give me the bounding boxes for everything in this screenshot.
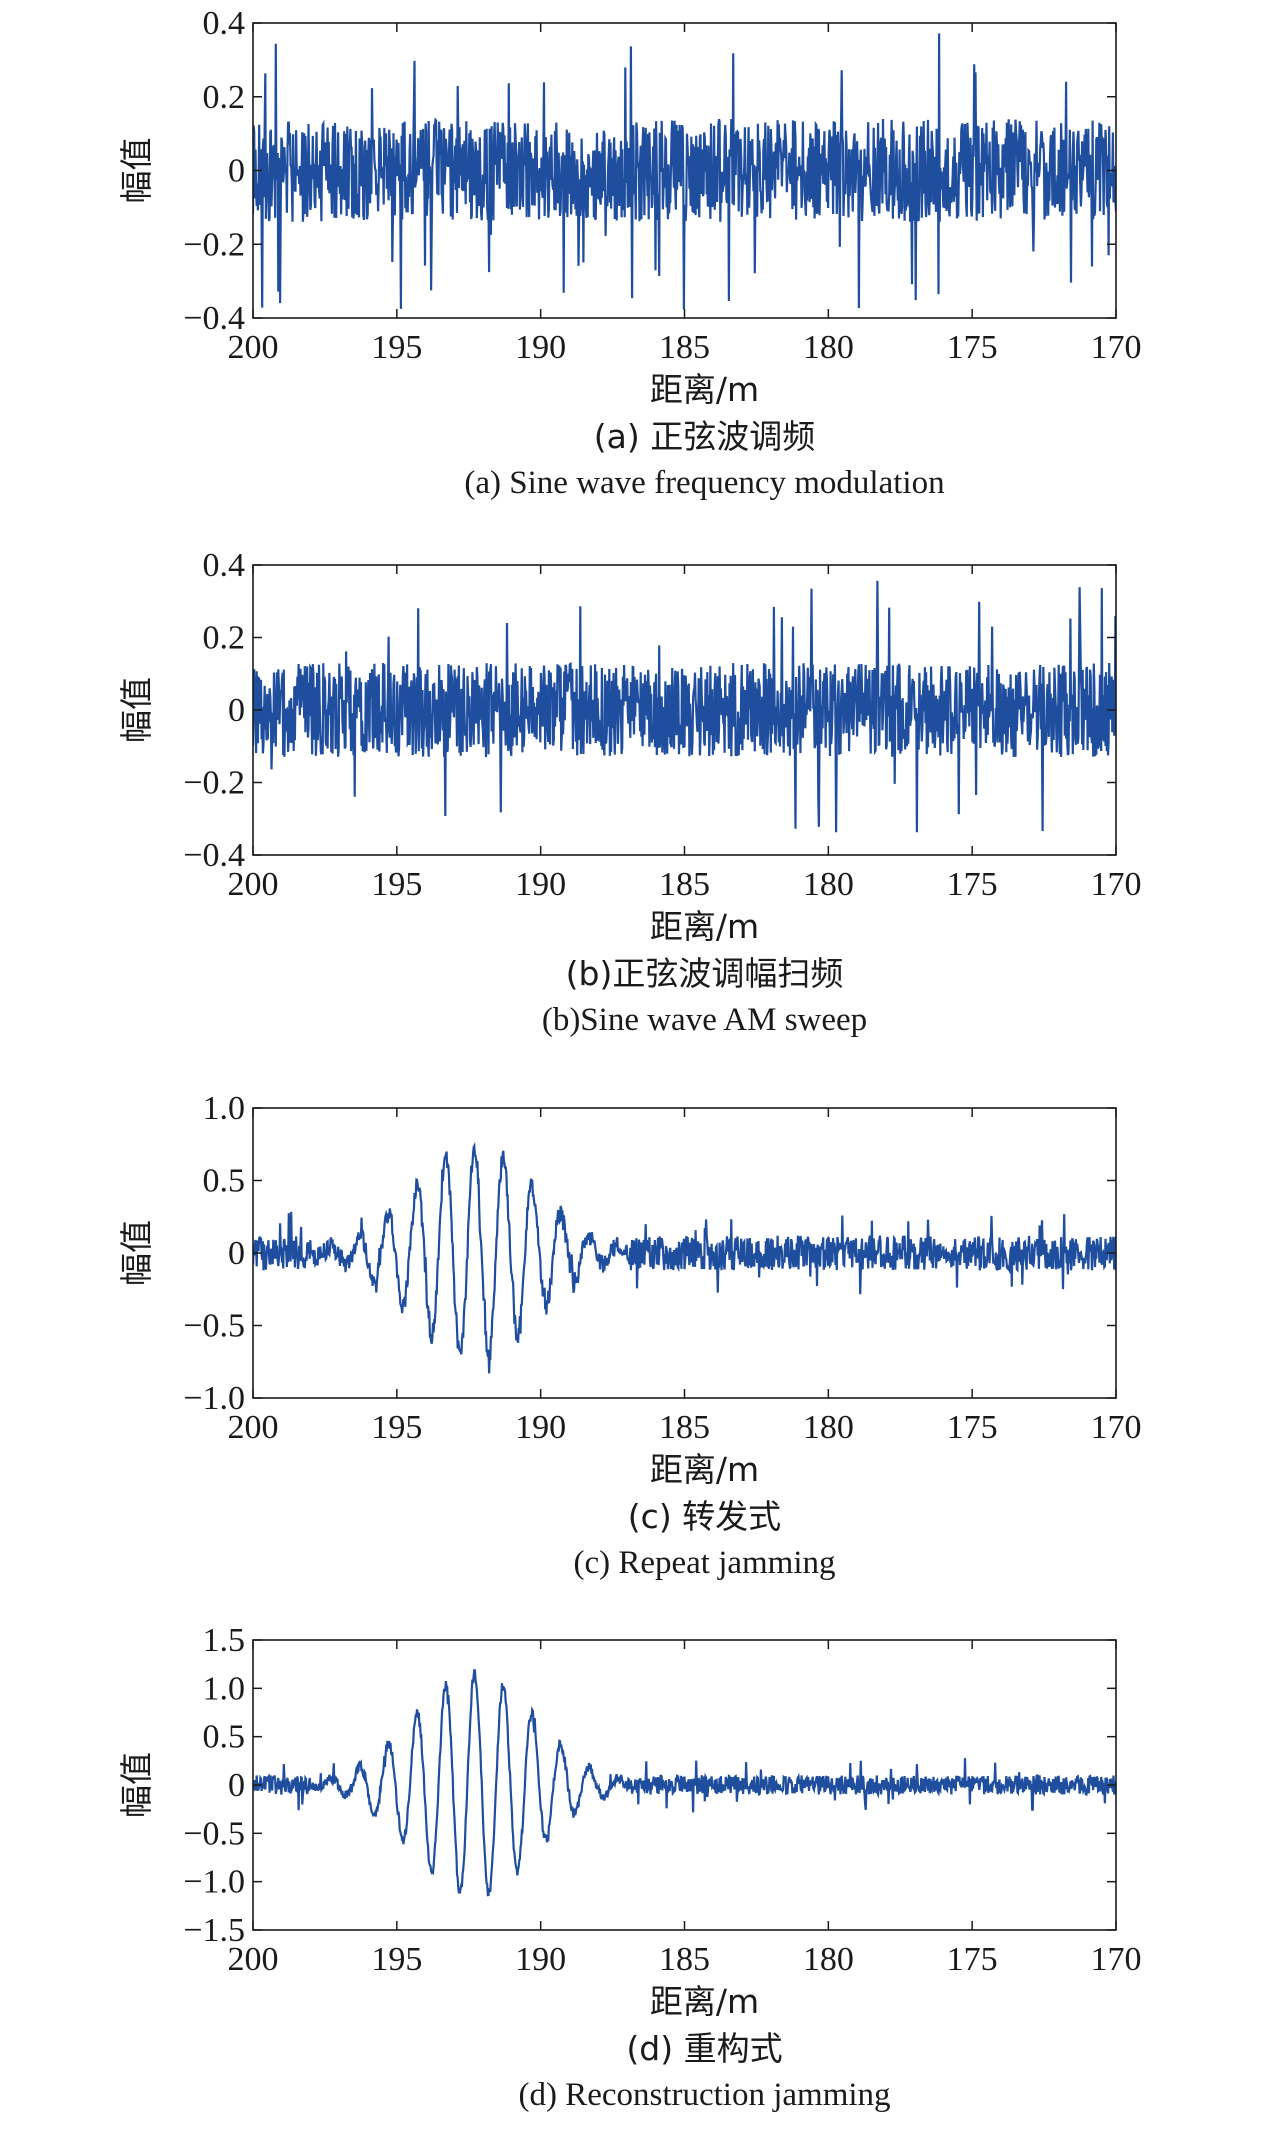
x-tick-label: 195 <box>371 866 422 903</box>
y-tick-label: 0 <box>228 692 245 729</box>
x-tick-label: 190 <box>515 1409 566 1446</box>
x-tick-label: 190 <box>515 866 566 903</box>
x-tick-label: 200 <box>228 329 279 366</box>
caption-en: (a) Sine wave frequency modulation <box>464 465 944 501</box>
y-tick-label: 0 <box>228 153 245 190</box>
x-tick-label: 190 <box>515 1941 566 1978</box>
signal-series <box>253 33 1116 310</box>
y-tick-label: −0.4 <box>183 837 245 874</box>
x-tick-label: 190 <box>515 329 566 366</box>
x-tick-label: 170 <box>1091 866 1142 903</box>
x-tick-label: 185 <box>659 1409 710 1446</box>
y-tick-label: −0.2 <box>183 226 245 263</box>
x-tick-label: 180 <box>803 866 854 903</box>
caption-en: (b)Sine wave AM sweep <box>542 1002 867 1038</box>
signal-series <box>253 1141 1116 1374</box>
x-tick-label: 195 <box>371 1941 422 1978</box>
y-tick-label: 1.0 <box>203 1670 246 1707</box>
panel-a: 200 195 190 185 180 175 170 0.4 0.2 0 −0.2 −0.4 幅值距离… <box>117 5 1142 501</box>
y-tick-label: −0.5 <box>183 1815 245 1852</box>
caption-en: (c) Repeat jamming <box>573 1545 835 1581</box>
x-tick-label: 180 <box>803 1409 854 1446</box>
y-tick-label: −0.2 <box>183 765 245 802</box>
y-tick-label: 0.2 <box>203 620 246 657</box>
y-axis-label: 幅值 <box>117 1752 156 1818</box>
x-tick-label: 175 <box>947 329 998 366</box>
x-tick-label: 175 <box>947 1409 998 1446</box>
caption-cn: (d) 重构式 <box>626 2029 782 2068</box>
y-tick-label: 1.0 <box>203 1090 246 1127</box>
x-axis-label: 距离/m <box>650 370 759 409</box>
y-tick-label: 0.5 <box>203 1163 246 1200</box>
y-tick-label: 0.5 <box>203 1719 246 1756</box>
x-tick-label: 180 <box>803 329 854 366</box>
x-tick-label: 185 <box>659 329 710 366</box>
panel-d: 200 195 190 185 180 175 170 1.5 1.0 0.5 0 −0.5 −1.0 −… <box>117 1622 1142 2113</box>
y-axis-label: 幅值 <box>117 677 156 743</box>
y-tick-label: 0.2 <box>203 79 246 116</box>
x-tick-label: 195 <box>371 329 422 366</box>
y-tick-label: −1.5 <box>183 1912 245 1949</box>
signal-series <box>253 1669 1116 1897</box>
caption-cn: (c) 转发式 <box>628 1497 781 1536</box>
x-tick-label: 200 <box>228 1409 279 1446</box>
x-axis-label: 距离/m <box>650 1982 759 2021</box>
panel-c: 200 195 190 185 180 175 170 1.0 0.5 0 −0.5 −1.0 幅值距离… <box>117 1090 1142 1581</box>
y-tick-label: 0 <box>228 1235 245 1272</box>
y-tick-label: 0.4 <box>203 547 246 584</box>
x-tick-label: 170 <box>1091 1941 1142 1978</box>
x-tick-label: 175 <box>947 1941 998 1978</box>
x-tick-label: 200 <box>228 1941 279 1978</box>
x-tick-label: 185 <box>659 866 710 903</box>
y-tick-label: 0 <box>228 1767 245 1804</box>
x-axis-label: 距离/m <box>650 1450 759 1489</box>
signal-series <box>253 580 1116 833</box>
x-tick-label: 175 <box>947 866 998 903</box>
y-tick-label: −0.5 <box>183 1308 245 1345</box>
x-tick-label: 185 <box>659 1941 710 1978</box>
panel-b: 200 195 190 185 180 175 170 0.4 0.2 0 −0.2 −0.4 幅值距离… <box>117 547 1142 1038</box>
y-tick-label: −1.0 <box>183 1380 245 1417</box>
x-tick-label: 170 <box>1091 329 1142 366</box>
y-tick-label: 0.4 <box>203 5 246 42</box>
y-tick-label: 1.5 <box>203 1622 246 1659</box>
x-tick-label: 200 <box>228 866 279 903</box>
y-tick-label: −1.0 <box>183 1864 245 1901</box>
y-tick-label: −0.4 <box>183 300 245 337</box>
x-axis-label: 距离/m <box>650 907 759 946</box>
y-axis-label: 幅值 <box>117 138 156 204</box>
caption-cn: (a) 正弦波调频 <box>594 417 815 456</box>
caption-en: (d) Reconstruction jamming <box>518 2077 890 2113</box>
x-tick-label: 180 <box>803 1941 854 1978</box>
y-axis-label: 幅值 <box>117 1220 156 1286</box>
caption-cn: (b)正弦波调幅扫频 <box>566 954 844 993</box>
x-tick-label: 195 <box>371 1409 422 1446</box>
x-tick-label: 170 <box>1091 1409 1142 1446</box>
